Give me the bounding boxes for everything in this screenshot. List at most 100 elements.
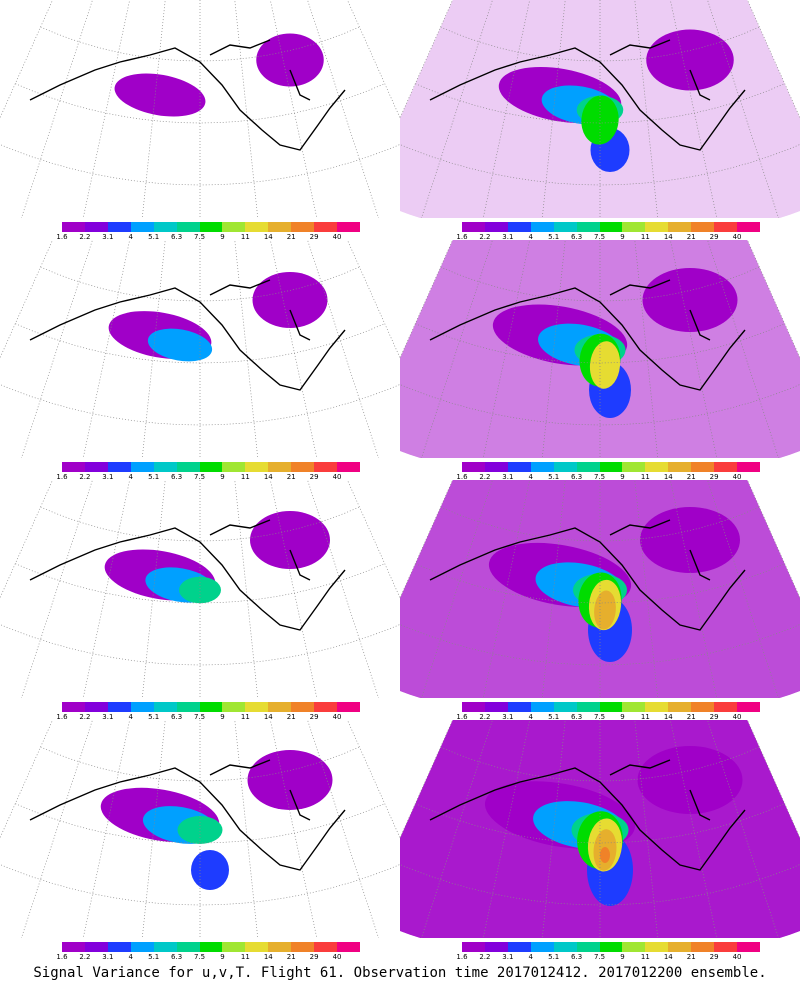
colorbar-swatch (153, 942, 177, 952)
colorbar-swatch (462, 462, 485, 472)
latitude-line (15, 563, 385, 604)
colorbar-tick-label: 11 (640, 713, 650, 721)
colorbar (462, 222, 760, 232)
variance-blob (589, 341, 621, 389)
colorbar-swatch (691, 222, 715, 232)
latitude-line (440, 266, 760, 302)
latitude-line (15, 83, 385, 124)
colorbar-tick-label: 9 (220, 473, 225, 481)
colorbar-tick-label: 2.2 (479, 713, 491, 721)
colorbar-swatch (668, 942, 692, 952)
colorbar-labels: 1.6 2.2 3.1 4 5.1 6.3 7.5 9 11 14 21 29 40 (456, 953, 760, 963)
colorbar-swatch (691, 942, 715, 952)
colorbar-swatch (691, 462, 715, 472)
latitude-line (0, 624, 400, 666)
colorbar (462, 702, 760, 712)
colorbar-swatch (291, 462, 315, 472)
colorbar-swatch (737, 942, 760, 952)
colorbar-swatch (153, 702, 177, 712)
colorbar-tick-label: 21 (286, 473, 296, 481)
variance-blob (114, 73, 206, 117)
latitude-line (400, 144, 800, 186)
variance-blob (600, 847, 610, 863)
variance-blob (250, 511, 330, 569)
latitude-line (415, 323, 785, 364)
colorbar (62, 942, 360, 952)
colorbar-tick-label: 3.1 (502, 473, 514, 481)
colorbar-swatch (62, 462, 85, 472)
latitude-line (0, 384, 400, 426)
colorbar-tick-label: 3.1 (502, 953, 514, 961)
colorbar-swatch (576, 942, 600, 952)
latitude-line (440, 506, 760, 542)
colorbar-tick-label: 5.1 (148, 473, 160, 481)
colorbar-tick-label: 21 (686, 953, 696, 961)
colorbar-tick-label: 7.5 (193, 713, 206, 721)
colorbar-swatch (553, 462, 577, 472)
colorbar-tick-label: 29 (709, 953, 719, 961)
colorbar-swatch (107, 942, 131, 952)
colorbar-tick-label: 1.6 (56, 953, 68, 961)
variance-blob (252, 272, 328, 328)
map-panel: 2017012412 + 36h1.62.23.145.16.37.591114… (0, 720, 400, 961)
colorbar (62, 222, 360, 232)
background-variance (400, 480, 800, 698)
latitude-line (415, 563, 785, 604)
coastline (29, 39, 346, 151)
coastline (29, 519, 346, 631)
colorbar-tick-label: 40 (732, 233, 742, 241)
colorbar-swatch (199, 942, 223, 952)
map-panel: 2017012412 + 12h1.62.23.145.16.37.591114… (0, 240, 400, 481)
map-plot (0, 720, 400, 938)
map-plot (0, 0, 400, 218)
colorbar-labels: 1.6 2.2 3.1 4 5.1 6.3 7.5 9 11 14 21 29 40 (456, 713, 760, 723)
colorbar-swatch (245, 702, 269, 712)
variance-field (108, 272, 328, 362)
colorbar-tick-label: 5.1 (148, 233, 160, 241)
variance-blob (256, 33, 324, 87)
colorbar-tick-label: 7.5 (593, 473, 606, 481)
colorbar-swatch (199, 222, 223, 232)
colorbar-labels: 1.6 2.2 3.1 4 5.1 6.3 7.5 9 11 14 21 29 40 (56, 233, 360, 243)
colorbar-tick-label: 2.2 (79, 233, 91, 241)
colorbar-tick-label: 7.5 (193, 953, 206, 961)
colorbar-tick-label: 1.6 (456, 713, 468, 721)
map-plot (0, 240, 400, 458)
colorbar-tick-label: 6.3 (571, 233, 583, 241)
colorbar-tick-label: 29 (709, 233, 719, 241)
colorbar-tick-label: 21 (686, 473, 696, 481)
colorbar-swatch (507, 222, 531, 232)
colorbar-swatch (107, 222, 131, 232)
colorbar-tick-label: 9 (620, 953, 625, 961)
colorbar-tick-label: 29 (309, 473, 319, 481)
colorbar-tick-label: 14 (663, 473, 673, 481)
latitude-line (40, 506, 360, 542)
latitude-line (0, 864, 400, 906)
colorbar-swatch (314, 702, 338, 712)
colorbar-swatch (530, 222, 554, 232)
variance-field (400, 720, 800, 938)
colorbar-tick-label: 1.6 (56, 233, 68, 241)
colorbar-tick-label: 2.2 (79, 713, 91, 721)
colorbar-tick-label: 6.3 (171, 953, 183, 961)
colorbar-swatch (107, 702, 131, 712)
colorbar-tick-label: 2.2 (479, 953, 491, 961)
colorbar-swatch (645, 222, 669, 232)
colorbar-swatch (291, 702, 315, 712)
colorbar-tick-label: 6.3 (171, 233, 183, 241)
colorbar-swatch (553, 942, 577, 952)
colorbar-swatch (268, 222, 292, 232)
colorbar-tick-label: 9 (620, 473, 625, 481)
colorbar-tick-label: 40 (732, 473, 742, 481)
variance-blob (179, 576, 221, 604)
colorbar-swatch (245, 462, 269, 472)
variance-blob (594, 590, 616, 630)
map-plot (400, 240, 800, 458)
colorbar-tick-label: 5.1 (548, 953, 560, 961)
map-panel: 2017012412 + 24h1.62.23.145.16.37.591114… (0, 480, 400, 723)
colorbar-swatch (507, 702, 531, 712)
colorbar-tick-label: 1.6 (56, 713, 68, 721)
variance-blob (191, 850, 229, 890)
colorbar-labels: 1.6 2.2 3.1 4 5.1 6.3 7.5 9 11 14 21 29 40 (56, 713, 360, 723)
colorbar-swatch (84, 702, 108, 712)
